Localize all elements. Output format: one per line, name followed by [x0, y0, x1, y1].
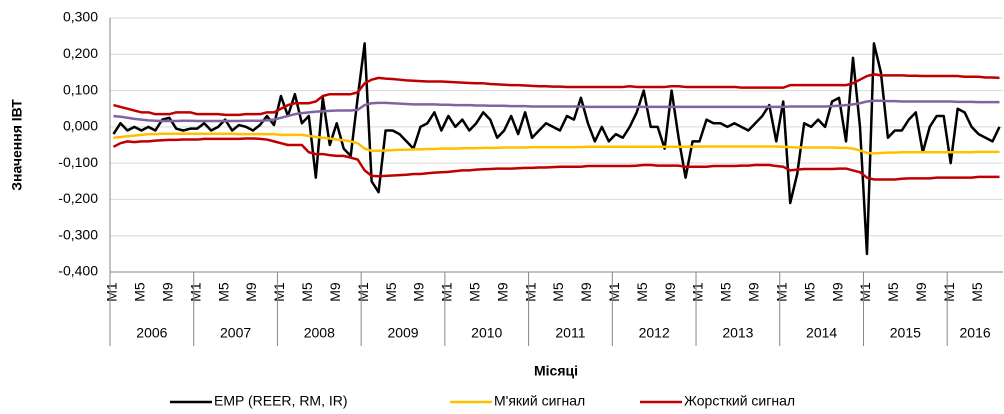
x-tick-label: M1	[941, 282, 957, 302]
series-line	[112, 42, 1001, 256]
y-tick-label: 0,200	[63, 45, 98, 61]
year-label: 2006	[136, 325, 167, 341]
x-tick-label: M5	[969, 282, 985, 302]
x-tick-label: M1	[606, 282, 622, 302]
y-tick-label: -0,200	[58, 190, 98, 206]
legend-label: Жорсткий сигнал	[684, 393, 795, 409]
x-tick-label: M5	[215, 282, 231, 302]
band-lower-line	[113, 132, 1000, 155]
x-tick-label: M1	[857, 282, 873, 302]
year-label: 2009	[387, 325, 418, 341]
x-tick-label: M1	[271, 282, 287, 302]
x-tick-label: M9	[494, 282, 510, 302]
x-tick-label: M1	[773, 282, 789, 302]
x-tick-label: M1	[104, 282, 120, 302]
x-tick-label: M5	[801, 282, 817, 302]
year-label: 2014	[806, 325, 837, 341]
year-label: 2013	[722, 325, 753, 341]
y-axis-title: Значення ІВТ	[9, 99, 25, 191]
x-tick-label: M5	[718, 282, 734, 302]
legend-label: М'який сигнал	[494, 393, 585, 409]
x-tick-label: M9	[243, 282, 259, 302]
year-label: 2011	[555, 325, 585, 341]
x-tick-label: M1	[355, 282, 371, 302]
x-tick-label: M9	[578, 282, 594, 302]
x-axis-title: Місяці	[534, 363, 578, 379]
x-tick-label: M1	[187, 282, 203, 302]
year-label: 2016	[960, 325, 991, 341]
year-label: 2012	[639, 325, 670, 341]
y-tick-label: 0,100	[63, 81, 98, 97]
x-tick-label: M1	[690, 282, 706, 302]
x-tick-label: M5	[383, 282, 399, 302]
y-tick-label: -0,400	[58, 263, 98, 279]
x-tick-label: M5	[466, 282, 482, 302]
x-tick-label: M9	[829, 282, 845, 302]
x-tick-label: M1	[439, 282, 455, 302]
x-tick-label: M5	[299, 282, 315, 302]
x-tick-label: M9	[746, 282, 762, 302]
year-label: 2008	[304, 325, 335, 341]
x-tick-label: M5	[885, 282, 901, 302]
y-tick-label: 0,300	[63, 9, 98, 25]
band-lower-line	[112, 137, 1000, 181]
x-tick-label: M1	[522, 282, 538, 302]
y-tick-label: -0,300	[58, 226, 98, 242]
year-label: 2010	[471, 325, 502, 341]
y-tick-label: -0,100	[58, 154, 98, 170]
legend-label: EMP (REER, RM, IR)	[214, 393, 348, 409]
x-tick-label: M9	[662, 282, 678, 302]
y-tick-label: 0,000	[63, 118, 98, 134]
x-tick-label: M9	[160, 282, 176, 302]
x-tick-label: M9	[411, 282, 427, 302]
x-tick-label: M5	[132, 282, 148, 302]
year-label: 2007	[220, 325, 251, 341]
band-upper-line	[113, 72, 1000, 117]
x-tick-label: M9	[327, 282, 343, 302]
band-upper-line	[113, 99, 1000, 123]
year-label: 2015	[890, 325, 921, 341]
x-tick-label: M5	[550, 282, 566, 302]
x-tick-label: M5	[634, 282, 650, 302]
x-tick-label: M9	[913, 282, 929, 302]
